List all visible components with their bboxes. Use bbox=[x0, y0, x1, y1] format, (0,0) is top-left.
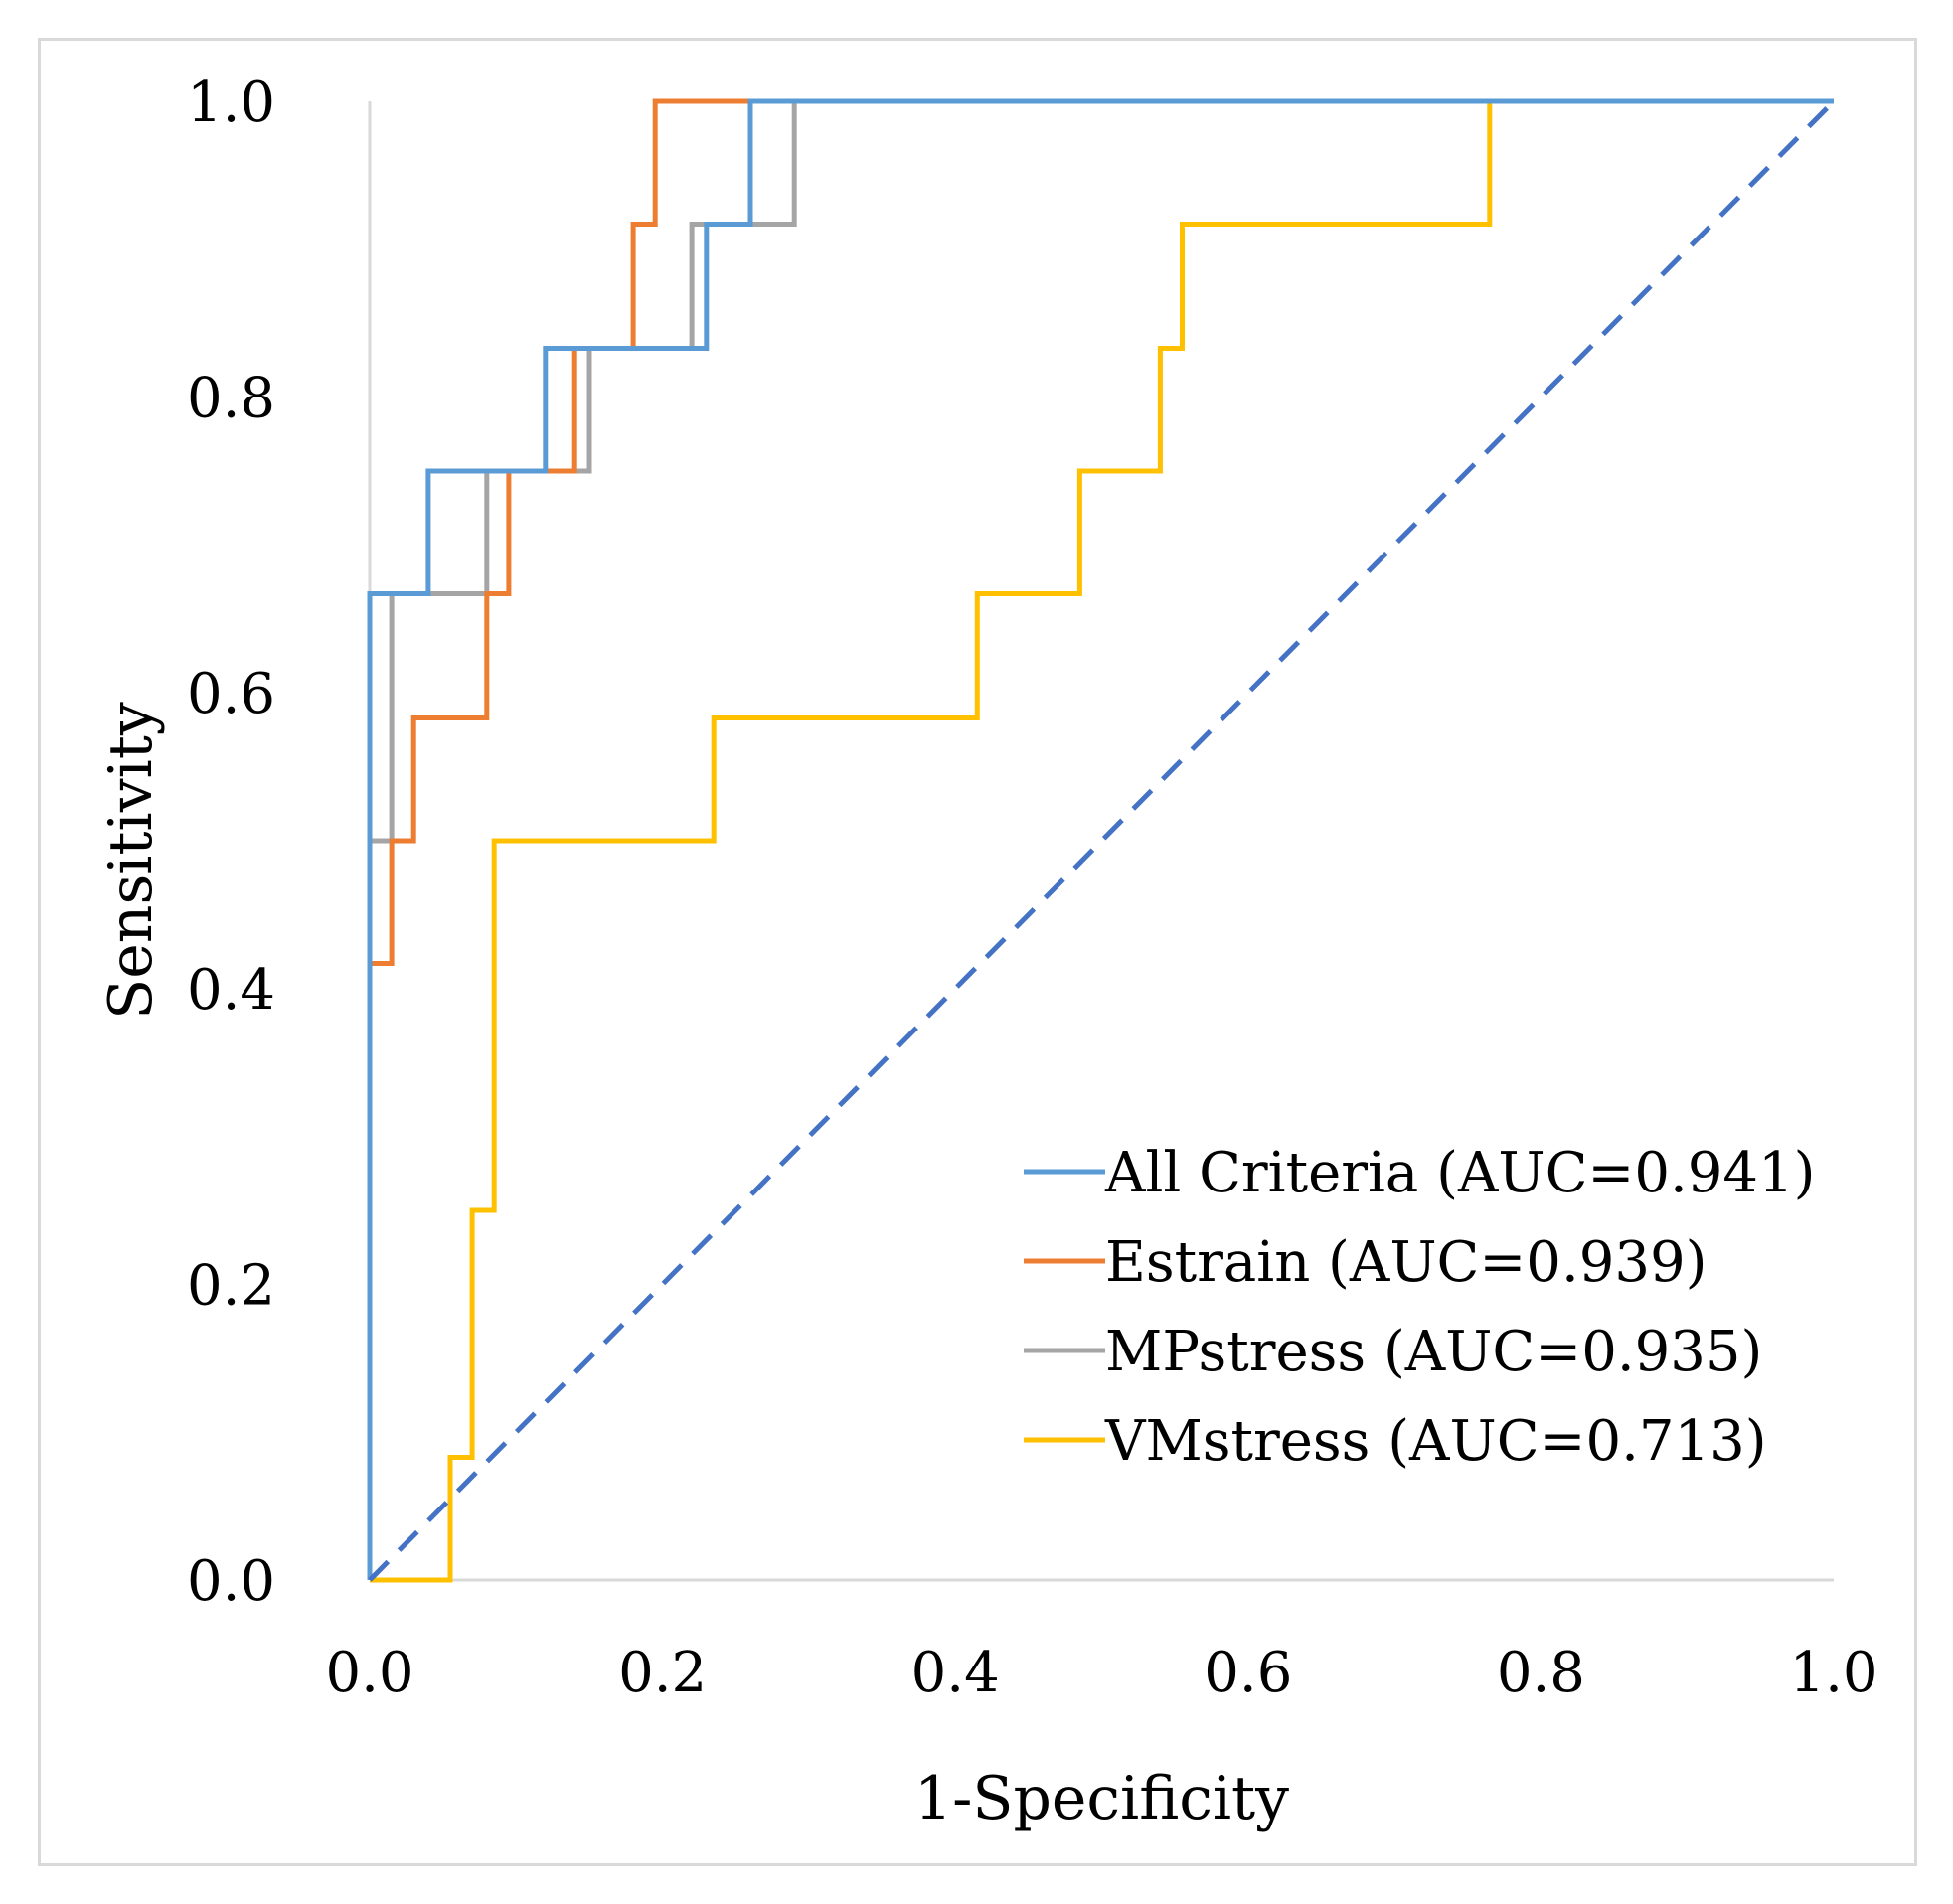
x-axis-title: 1-Specificity bbox=[914, 1764, 1289, 1833]
figure-frame bbox=[38, 38, 1917, 1866]
y-tick-label: 0.6 bbox=[187, 662, 275, 726]
legend-label: MPstress (AUC=0.935) bbox=[1105, 1320, 1762, 1384]
y-tick-label: 0.8 bbox=[187, 367, 275, 431]
plot-lines bbox=[367, 98, 1836, 1583]
x-tick-labels: 0.0 0.2 0.4 0.6 0.8 1.0 bbox=[325, 1641, 1877, 1705]
legend: All Criteria (AUC=0.941) Estrain (AUC=0.9… bbox=[1024, 1141, 1816, 1474]
x-tick-label: 0.0 bbox=[325, 1641, 413, 1705]
x-tick-label: 0.4 bbox=[911, 1641, 1000, 1705]
series-line-vmstress bbox=[370, 98, 1834, 1583]
y-tick-label: 0.4 bbox=[187, 958, 275, 1023]
x-tick-label: 0.8 bbox=[1497, 1641, 1585, 1705]
y-tick-label: 1.0 bbox=[187, 71, 275, 135]
legend-label: VMstress (AUC=0.713) bbox=[1104, 1409, 1767, 1474]
y-tick-label: 0.2 bbox=[187, 1253, 275, 1318]
y-tick-labels: 0.0 0.2 0.4 0.6 0.8 1.0 bbox=[187, 71, 275, 1614]
reference-diagonal-line bbox=[368, 99, 1836, 1582]
legend-label: All Criteria (AUC=0.941) bbox=[1104, 1141, 1816, 1205]
series-line-estrain bbox=[367, 98, 1834, 1580]
y-tick-label: 0.0 bbox=[187, 1549, 275, 1614]
y-axis-title: Sensitivity bbox=[96, 702, 166, 1020]
legend-label: Estrain (AUC=0.939) bbox=[1105, 1230, 1707, 1295]
x-tick-label: 1.0 bbox=[1789, 1641, 1877, 1705]
series-line-all bbox=[367, 98, 1834, 1580]
x-tick-label: 0.6 bbox=[1204, 1641, 1292, 1705]
x-tick-label: 0.2 bbox=[618, 1641, 707, 1705]
